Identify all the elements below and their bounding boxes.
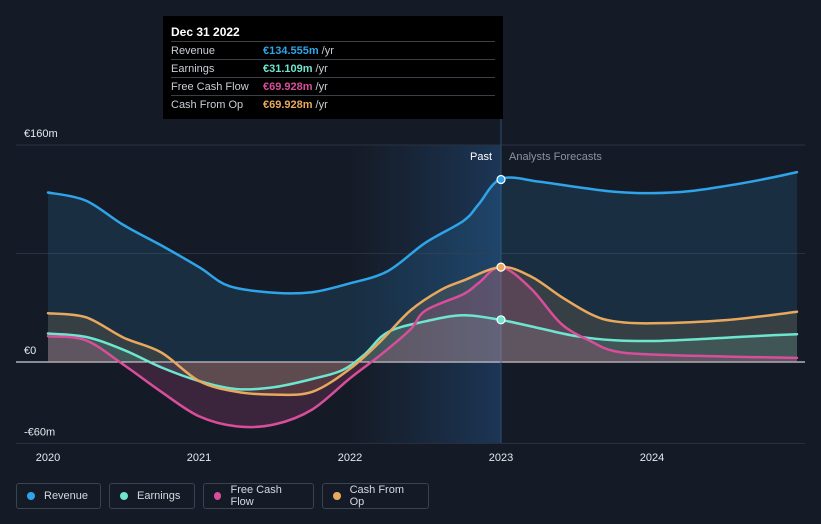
legend-label: Free Cash Flow (230, 484, 282, 508)
tooltip: Dec 31 2022 Revenue €134.555m /yr Earnin… (163, 16, 503, 119)
series-line-cash-from-op (46, 265, 799, 397)
legend-item-free-cash-flow[interactable]: Free Cash Flow (203, 483, 314, 509)
legend-item-earnings[interactable]: Earnings (109, 483, 195, 509)
legend-dot-icon (27, 492, 35, 500)
area-free-cash-flow (48, 267, 797, 428)
tooltip-value: €31.109m (263, 62, 313, 75)
y-tick-label: €0 (24, 345, 36, 357)
tooltip-unit: /yr (315, 98, 328, 111)
tooltip-value: €134.555m (263, 44, 319, 57)
x-tick-label: 2022 (338, 452, 362, 464)
tooltip-value: €69.928m (263, 80, 313, 93)
tooltip-row-cash-from-op: Cash From Op €69.928m /yr (171, 95, 495, 113)
legend-dot-icon (333, 492, 341, 500)
tooltip-unit: /yr (321, 44, 334, 57)
legend-label: Earnings (137, 490, 181, 502)
legend-label: Cash From Op (349, 484, 404, 508)
tooltip-unit: /yr (315, 80, 328, 93)
x-tick-label: 2023 (489, 452, 513, 464)
tooltip-row-earnings: Earnings €31.109m /yr (171, 59, 495, 77)
marker-cash-from-op (496, 262, 506, 272)
legend-item-cash-from-op[interactable]: Cash From Op (322, 483, 429, 509)
past-label: Past (470, 151, 492, 163)
x-tick-label: 2024 (640, 452, 664, 464)
y-tick-label: €160m (24, 128, 58, 140)
past-region (350, 145, 501, 443)
x-tick-label: 2021 (187, 452, 211, 464)
area-cash-from-op (48, 267, 797, 395)
tooltip-label: Cash From Op (171, 98, 244, 111)
area-earnings (48, 315, 797, 390)
tooltip-row-revenue: Revenue €134.555m /yr (171, 41, 495, 59)
series-line-earnings (46, 313, 799, 391)
series-line-revenue (46, 170, 799, 295)
legend: Revenue Earnings Free Cash Flow Cash Fro… (16, 483, 429, 509)
tooltip-unit: /yr (315, 62, 328, 75)
series-line-free-cash-flow (46, 265, 799, 429)
legend-dot-icon (120, 492, 128, 500)
tooltip-label: Free Cash Flow (171, 80, 249, 93)
marker-revenue (496, 174, 506, 185)
tooltip-label: Revenue (171, 44, 216, 57)
y-tick-label: -€60m (24, 426, 55, 438)
legend-label: Revenue (44, 490, 89, 502)
area-revenue (48, 172, 797, 362)
tooltip-label: Earnings (171, 62, 215, 75)
tooltip-date: Dec 31 2022 (171, 25, 240, 39)
marker-earnings (496, 315, 506, 325)
legend-dot-icon (214, 492, 222, 500)
tooltip-value: €69.928m (263, 98, 313, 111)
tooltip-row-free-cash-flow: Free Cash Flow €69.928m /yr (171, 77, 495, 95)
forecast-label: Analysts Forecasts (509, 151, 602, 163)
x-tick-label: 2020 (36, 452, 60, 464)
legend-item-revenue[interactable]: Revenue (16, 483, 101, 509)
